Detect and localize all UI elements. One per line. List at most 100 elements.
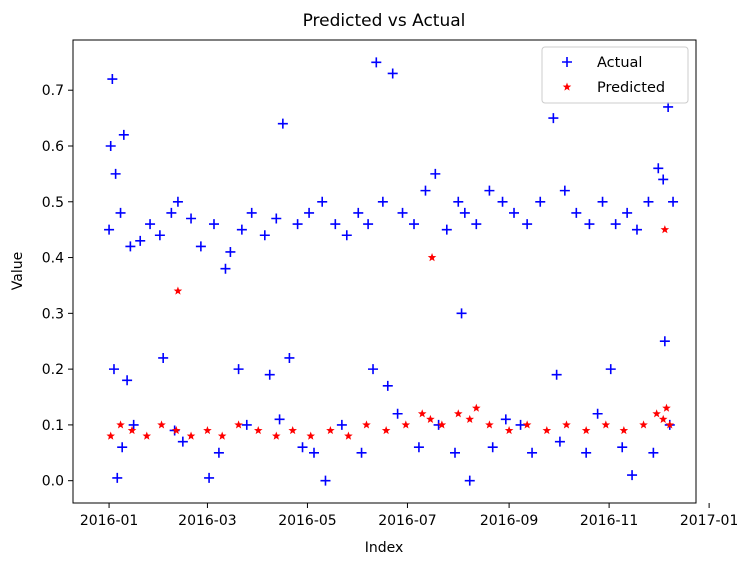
actual-point [653,163,664,174]
legend-marker-actual [562,57,572,67]
x-tick-label: 2016-09 [480,513,539,529]
actual-point [320,475,331,486]
x-tick-label: 2016-03 [178,513,237,529]
predicted-point [362,420,371,429]
predicted-point [465,414,475,423]
predicted-point [127,425,137,435]
predicted-point [288,425,297,435]
actual-point [551,369,562,380]
actual-point [449,447,460,458]
actual-point [459,207,470,218]
actual-point [371,57,382,68]
actual-point [317,196,328,207]
actual-point [500,414,511,425]
x-tick-label: 2016-01 [80,513,139,529]
legend-label: Predicted [597,80,665,96]
actual-point [627,470,638,481]
actual-point [277,118,288,129]
actual-point [108,364,119,375]
predicted-point [306,431,315,440]
predicted-point [186,431,196,440]
actual-point [241,419,252,430]
actual-point [420,185,431,196]
actual-point [409,219,420,230]
plot-frame [72,39,697,504]
actual-point [535,196,546,207]
chart-title: Predicted vs Actual [303,11,466,31]
actual-point [663,101,674,112]
predicted-point [253,425,263,435]
predicted-point [652,409,661,418]
actual-point [441,224,452,235]
actual-point [122,375,133,386]
actual-point [648,447,659,458]
x-tick-label: 2017-01 [680,513,737,529]
actual-point [548,113,559,124]
actual-point [456,308,467,319]
predicted-point [172,425,181,435]
y-axis-label: Value [10,252,26,290]
predicted-point [401,420,411,429]
predicted-point [660,225,670,234]
actual-point [353,207,364,218]
y-tick-label: 0.7 [42,83,64,99]
y-axis: 0.0 0.1 0.2 0.3 0.4 0.5 0.6 0.7 [42,83,73,490]
actual-point [356,447,367,458]
actual-point [363,219,374,230]
actual-point [617,442,628,453]
actual-point [515,419,526,430]
actual-point [497,196,508,207]
actual-point [597,196,608,207]
actual-point [172,196,183,207]
actual-point [236,224,247,235]
legend-box [541,46,689,104]
predicted-point [417,409,427,418]
actual-point [413,442,424,453]
actual-point [292,219,303,230]
legend-marker-predicted [562,82,572,91]
actual-point [110,168,121,179]
predicted-point [426,414,435,423]
actual-point [208,219,219,230]
actual-point [336,419,347,430]
predicted-point [437,420,447,429]
actual-point [584,219,595,230]
actual-point [377,196,388,207]
actual-point [487,442,498,453]
x-tick-label: 2016-05 [278,513,337,529]
actual-point [154,230,165,241]
predicted-point [665,420,675,429]
actual-point [397,207,408,218]
y-tick-label: 0.2 [42,362,64,378]
actual-point [186,213,197,224]
actual-point [309,447,320,458]
actual-point [581,447,592,458]
x-axis-label: Index [365,540,404,556]
actual-point [264,369,275,380]
actual-point [330,219,341,230]
predicted-point [217,431,227,440]
x-tick-label: 2016-07 [378,513,437,529]
actual-point [484,185,495,196]
predicted-point [639,420,648,429]
actual-point [107,74,118,85]
actual-point [527,447,538,458]
actual-point [592,408,603,419]
actual-point [284,352,295,363]
predicted-point [522,420,532,429]
predicted-point [662,403,671,412]
actual-point [368,364,379,375]
actual-point [128,419,139,430]
actual-point [135,235,146,246]
predicted-point [485,420,494,429]
actual-point [554,436,565,447]
predicted-point [427,253,437,262]
actual-point [213,447,224,458]
actual-point [631,224,642,235]
actual-point [220,263,231,274]
actual-point [158,352,169,363]
actual-point [658,174,669,185]
legend: Actual Predicted [541,46,689,104]
x-tick-label: 2016-11 [580,513,639,529]
